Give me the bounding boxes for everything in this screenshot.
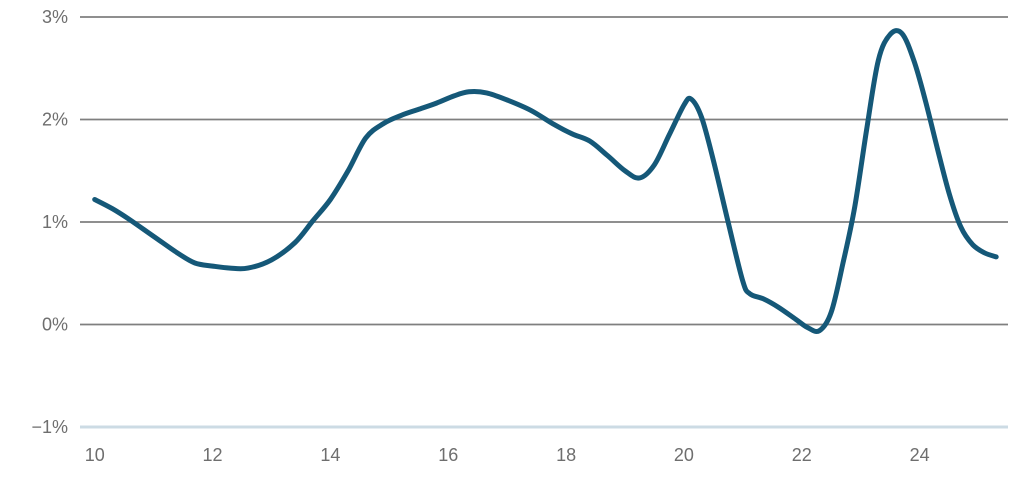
x-tick-label: 14 <box>320 445 340 465</box>
y-tick-label: 0% <box>42 315 68 335</box>
x-tick-label: 18 <box>556 445 576 465</box>
data-line-rate-line <box>92 28 999 334</box>
y-tick-label: 2% <box>42 110 68 130</box>
x-tick-label: 16 <box>438 445 458 465</box>
y-tick-label: −1% <box>31 417 68 437</box>
x-tick-label: 10 <box>85 445 105 465</box>
x-tick-label: 12 <box>203 445 223 465</box>
x-tick-label: 22 <box>792 445 812 465</box>
x-tick-label: 24 <box>910 445 930 465</box>
x-tick-label: 20 <box>674 445 694 465</box>
y-tick-label: 1% <box>42 212 68 232</box>
y-tick-label: 3% <box>42 7 68 27</box>
